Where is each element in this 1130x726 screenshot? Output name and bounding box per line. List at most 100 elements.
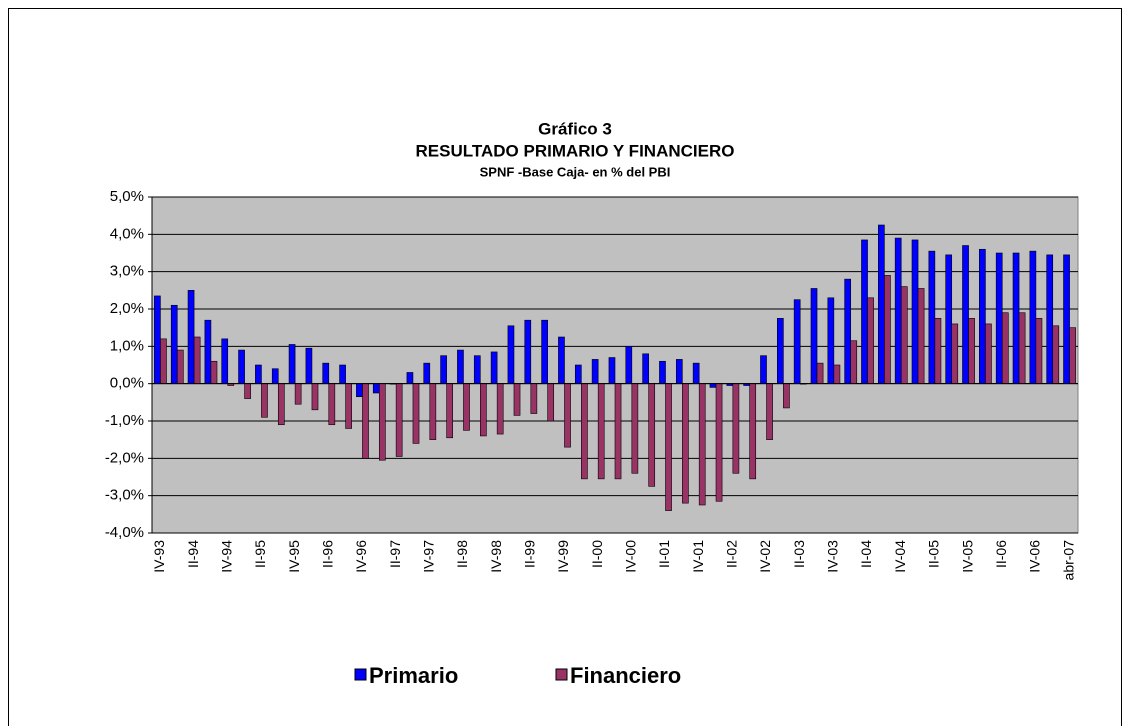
bar — [496, 383, 504, 435]
bar — [356, 383, 363, 398]
bar — [288, 344, 296, 384]
bar — [749, 383, 757, 480]
bar — [844, 278, 852, 384]
bar — [574, 364, 582, 384]
x-tick-label: IV-96 — [353, 540, 369, 573]
bar — [221, 338, 229, 384]
bar — [1035, 318, 1043, 384]
bar — [894, 237, 902, 384]
bar — [513, 383, 521, 416]
bar — [766, 383, 773, 440]
bar — [878, 224, 885, 384]
chart-subtitle: SPNF -Base Caja- en % del PBI — [480, 164, 671, 179]
bar — [530, 383, 538, 414]
bar — [675, 359, 683, 384]
bar — [311, 383, 319, 411]
bar — [406, 372, 414, 384]
y-tick-label: 3,0% — [110, 263, 144, 280]
bar — [625, 346, 633, 384]
bar — [328, 383, 336, 426]
bar — [429, 383, 437, 440]
y-tick-label: 2,0% — [110, 300, 144, 317]
y-tick-label: 1,0% — [110, 337, 144, 354]
bar — [732, 383, 740, 474]
bar — [210, 360, 218, 384]
bar — [682, 383, 689, 504]
bar — [463, 383, 470, 431]
x-tick-label: IV-05 — [959, 540, 975, 573]
bar — [911, 239, 919, 384]
bar — [962, 245, 969, 384]
bar — [1029, 250, 1037, 384]
x-tick-label: II-96 — [319, 540, 335, 568]
bar — [884, 275, 891, 384]
bar — [193, 336, 201, 384]
bar — [423, 362, 431, 384]
bar — [473, 355, 481, 384]
bar — [1046, 254, 1054, 384]
x-tick-label: II-04 — [858, 540, 874, 568]
x-tick-label: II-05 — [926, 540, 942, 568]
bar — [176, 349, 184, 384]
bar — [457, 349, 464, 384]
bar — [378, 383, 386, 461]
x-tick-label: II-98 — [454, 540, 470, 568]
bar — [1012, 252, 1020, 384]
bar — [1018, 312, 1026, 384]
bar — [597, 383, 605, 480]
bar — [968, 318, 975, 384]
x-tick-label: II-97 — [387, 540, 403, 568]
bar — [187, 290, 195, 384]
x-tick-label: IV-95 — [286, 540, 302, 573]
bar — [204, 319, 212, 384]
y-tick-label: 4,0% — [110, 225, 144, 242]
bar — [480, 383, 487, 437]
x-tick-label: abr-07 — [1060, 540, 1076, 581]
bar — [928, 250, 936, 384]
bar — [827, 297, 835, 384]
bar — [917, 288, 925, 384]
bar — [524, 319, 532, 384]
legend-label: Financiero — [570, 663, 681, 688]
bar — [709, 383, 717, 388]
bar — [760, 355, 767, 384]
bar — [793, 299, 801, 384]
x-tick-label: II-95 — [252, 540, 268, 568]
bar — [541, 319, 548, 384]
bar — [642, 353, 649, 384]
bar — [507, 325, 515, 384]
x-tick-label: II-00 — [589, 540, 605, 568]
bar — [564, 383, 571, 448]
x-tick-label: IV-93 — [151, 540, 167, 573]
x-tick-label: IV-01 — [690, 540, 706, 573]
bar — [261, 383, 268, 418]
x-tick-label: II-94 — [185, 540, 201, 568]
legend-swatch — [354, 668, 367, 681]
bar — [255, 364, 262, 384]
x-tick-label: II-01 — [656, 540, 672, 568]
bar — [608, 357, 616, 384]
bar — [440, 355, 447, 384]
bar — [665, 383, 672, 511]
bar — [558, 336, 565, 384]
bar — [659, 360, 666, 384]
x-tick-label: IV-06 — [1027, 540, 1043, 573]
bar — [1052, 325, 1060, 384]
bar — [294, 383, 302, 405]
bar — [648, 383, 656, 487]
bar — [1063, 254, 1070, 384]
bar — [861, 239, 868, 384]
x-tick-label: IV-99 — [555, 540, 571, 573]
x-tick-label: II-03 — [791, 540, 807, 568]
bar — [372, 383, 380, 394]
x-tick-label: II-99 — [522, 540, 538, 568]
bar — [900, 286, 908, 384]
bar — [238, 349, 245, 384]
bar — [170, 304, 178, 384]
bar — [810, 288, 818, 384]
bar — [614, 383, 622, 480]
bar — [547, 383, 555, 422]
bar — [490, 351, 498, 384]
bar — [833, 364, 841, 384]
